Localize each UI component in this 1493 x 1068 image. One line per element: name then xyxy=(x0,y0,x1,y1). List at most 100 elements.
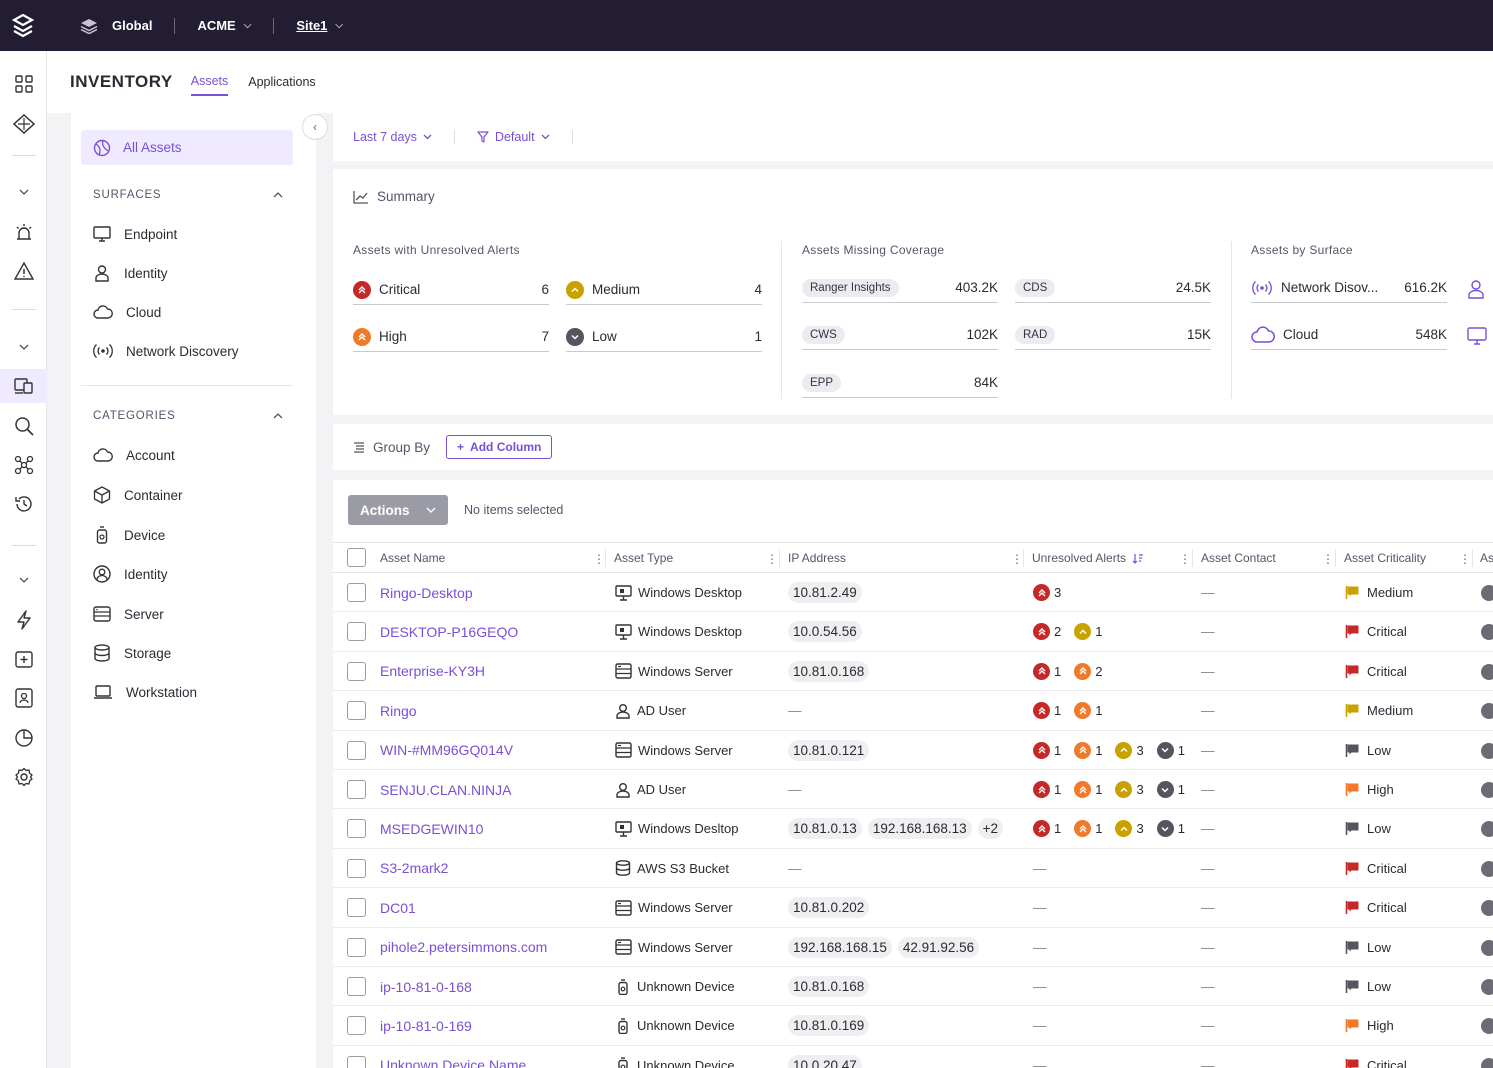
category-item-server[interactable]: Server xyxy=(93,605,164,623)
surfaces-section-header[interactable]: SURFACES xyxy=(93,189,283,201)
chevron-down-icon[interactable] xyxy=(0,563,47,597)
asset-name-link[interactable]: DC01 xyxy=(380,899,416,916)
warning-icon[interactable] xyxy=(0,254,47,288)
alert-count-high[interactable]: 1 xyxy=(1074,781,1102,798)
table-row[interactable]: pihole2.petersimmons.com Windows Server 19… xyxy=(333,928,1493,967)
asset-name-link[interactable]: Enterprise-KY3H xyxy=(380,663,486,680)
table-row[interactable]: DC01 Windows Server 10.81.0.202 — — Critical xyxy=(333,888,1493,928)
help-icon[interactable] xyxy=(1481,663,1493,680)
row-checkbox[interactable] xyxy=(347,858,366,878)
row-checkbox[interactable] xyxy=(347,977,366,996)
alert-count-medium[interactable]: 3 xyxy=(1115,741,1144,759)
alert-count-low[interactable]: 1 xyxy=(1156,781,1185,798)
missing-rad-row[interactable]: RAD 15K xyxy=(1015,320,1211,350)
scope-account[interactable]: ACME xyxy=(197,18,236,33)
tab-assets[interactable]: Assets xyxy=(190,68,229,96)
chevron-down-icon[interactable] xyxy=(0,175,47,209)
row-checkbox[interactable] xyxy=(347,819,366,839)
sort-icon[interactable] xyxy=(1132,553,1144,564)
category-item-workstation[interactable]: Workstation xyxy=(93,684,197,700)
asset-name-link[interactable]: WIN-#MM96GQ014V xyxy=(380,742,514,759)
table-row[interactable]: ip-10-81-0-169 Unknown Device 10.81.0.169 —… xyxy=(333,1006,1493,1046)
help-icon[interactable] xyxy=(1481,782,1493,798)
alarm-icon[interactable] xyxy=(0,215,47,249)
row-checkbox[interactable] xyxy=(347,701,366,721)
asset-name-link[interactable]: MSEDGEWIN10 xyxy=(380,820,484,837)
column-menu-icon[interactable]: ⋮ xyxy=(766,552,778,566)
asset-name-link[interactable]: Ringo-Desktop xyxy=(380,584,473,601)
table-row[interactable]: DESKTOP-P16GEQO Windows Desktop 10.0.54.56… xyxy=(333,612,1493,652)
table-row[interactable]: Ringo-Desktop Windows Desktop 10.81.2.49 3 —… xyxy=(333,573,1493,613)
help-icon[interactable] xyxy=(1481,900,1493,917)
alert-count-critical[interactable]: 1 xyxy=(1033,820,1061,838)
row-checkbox[interactable] xyxy=(347,898,366,918)
collapse-panel-button[interactable]: ‹ xyxy=(302,114,328,140)
row-checkbox[interactable] xyxy=(347,661,366,681)
column-asset-contact[interactable]: Asset Contact xyxy=(1201,551,1276,565)
column-asset-name[interactable]: Asset Name xyxy=(380,551,446,565)
surface-item-identity[interactable]: Identity xyxy=(93,264,168,282)
summary-high-row[interactable]: High 7 xyxy=(353,322,549,352)
help-icon[interactable] xyxy=(1481,860,1493,877)
asset-name-link[interactable]: pihole2.petersimmons.com xyxy=(380,939,548,956)
sentinelone-logo-icon[interactable] xyxy=(0,0,46,51)
summary-critical-row[interactable]: Critical 6 xyxy=(353,275,549,305)
column-asset-type[interactable]: Asset Type xyxy=(614,551,674,565)
actions-dropdown[interactable]: Actions xyxy=(348,495,448,525)
search-icon[interactable] xyxy=(0,409,47,443)
asset-name-link[interactable]: Ringo xyxy=(380,702,417,719)
gear-icon[interactable] xyxy=(0,760,47,794)
asset-name-link[interactable]: ip-10-81-0-169 xyxy=(380,1017,472,1034)
alert-count-critical[interactable]: 3 xyxy=(1033,584,1061,601)
column-menu-icon[interactable]: ⋮ xyxy=(593,552,605,566)
table-row[interactable]: SENJU.CLAN.NINJA AD User — 1 1 3 1 — High xyxy=(333,770,1493,810)
alert-count-critical[interactable]: 1 xyxy=(1033,662,1061,680)
asset-name-link[interactable]: DESKTOP-P16GEQO xyxy=(380,623,519,640)
asset-name-link[interactable]: ip-10-81-0-168 xyxy=(380,978,472,995)
alert-count-high[interactable]: 2 xyxy=(1074,662,1102,680)
row-checkbox[interactable] xyxy=(347,583,366,602)
graph-icon[interactable] xyxy=(0,448,47,482)
asset-name-link[interactable]: SENJU.CLAN.NINJA xyxy=(380,781,512,798)
summary-header[interactable]: Summary xyxy=(353,189,435,204)
chevron-down-icon[interactable]: ⌵ xyxy=(335,20,343,31)
row-checkbox[interactable] xyxy=(347,780,366,799)
surface-item-endpoint[interactable]: Endpoint xyxy=(93,225,177,243)
person-icon[interactable] xyxy=(1467,279,1485,299)
help-icon[interactable] xyxy=(1481,821,1493,838)
table-row[interactable]: S3-2mark2 AWS S3 Bucket — — — Critical xyxy=(333,849,1493,889)
scope-site[interactable]: Site1 xyxy=(296,18,328,33)
alert-count-high[interactable]: 1 xyxy=(1074,741,1102,759)
pie-chart-icon[interactable] xyxy=(0,721,47,755)
missing-cws-row[interactable]: CWS 102K xyxy=(802,320,998,350)
alert-count-low[interactable]: 1 xyxy=(1156,820,1185,838)
chevron-up-icon[interactable] xyxy=(273,189,283,201)
monitor-icon[interactable] xyxy=(1467,326,1487,346)
column-asset-criticality[interactable]: Asset Criticality xyxy=(1344,551,1427,565)
filter-dropdown[interactable]: Default xyxy=(477,130,550,144)
column-menu-icon[interactable]: ⋮ xyxy=(1179,552,1191,566)
help-icon[interactable] xyxy=(1481,979,1493,995)
missing-cds-row[interactable]: CDS 24.5K xyxy=(1015,273,1211,303)
table-row[interactable]: WIN-#MM96GQ014V Windows Server 10.81.0.121… xyxy=(333,731,1493,770)
category-item-container[interactable]: Container xyxy=(93,486,183,504)
alert-count-high[interactable]: 1 xyxy=(1074,820,1102,838)
missing-epp-row[interactable]: EPP 84K xyxy=(802,368,998,398)
chevron-down-icon[interactable]: ⌵ xyxy=(243,20,252,31)
purple-ai-icon[interactable] xyxy=(0,107,47,141)
column-menu-icon[interactable]: ⋮ xyxy=(1322,552,1334,566)
alert-count-critical[interactable]: 1 xyxy=(1033,702,1061,720)
help-icon[interactable] xyxy=(1481,585,1493,601)
surface-network-row[interactable]: Network Disov... 616.2K xyxy=(1251,273,1447,303)
history-icon[interactable] xyxy=(0,487,47,521)
ip-address-pill[interactable]: +2 xyxy=(977,818,1004,840)
row-checkbox[interactable] xyxy=(347,937,366,957)
alert-count-critical[interactable]: 1 xyxy=(1033,741,1061,759)
surface-item-cloud[interactable]: Cloud xyxy=(93,304,161,320)
help-icon[interactable] xyxy=(1481,742,1493,759)
select-all-checkbox[interactable] xyxy=(347,548,366,567)
row-checkbox[interactable] xyxy=(347,1016,366,1036)
all-assets-item[interactable]: All Assets xyxy=(81,130,293,165)
categories-section-header[interactable]: CATEGORIES xyxy=(93,410,283,422)
missing-ranger-row[interactable]: Ranger Insights 403.2K xyxy=(802,273,998,303)
